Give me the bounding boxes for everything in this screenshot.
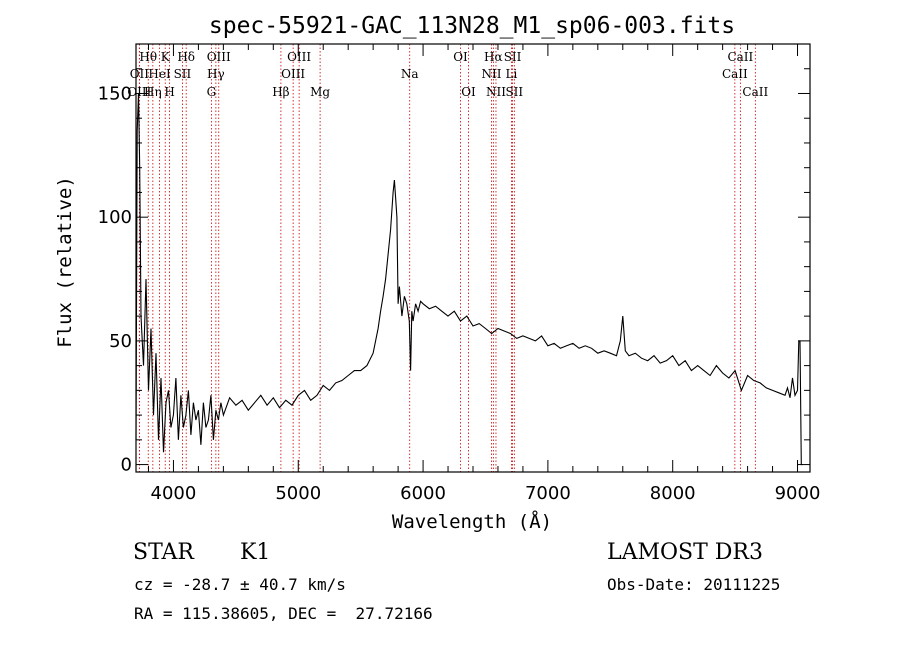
observation-date: Obs-Date: 20111225 (607, 575, 781, 594)
x-tick-labels: 4000 5000 6000 7000 8000 9000 (151, 483, 821, 504)
spectral-line-label: Li (506, 67, 518, 81)
spectral-line-label: CaII (742, 85, 768, 99)
spectral-line-label: CaII (722, 67, 748, 81)
x-tick-label: 4000 (151, 483, 197, 504)
chart-title: spec-55921-GAC_113N28_M1_sp06-003.fits (209, 13, 735, 39)
spectral-line-label: Hα (484, 50, 503, 64)
x-axis-label: Wavelength (Å) (392, 510, 552, 533)
spectral-line-label: G (207, 85, 217, 99)
spectral-line-label: OIII (207, 50, 231, 64)
spectral-line-label: NII (481, 67, 501, 81)
spectral-line-label: OI (461, 85, 476, 99)
x-tick-label: 5000 (275, 483, 321, 504)
y-tick-label: 100 (98, 207, 132, 228)
spectral-line-label: OI (453, 50, 468, 64)
coordinates-readout: RA = 115.38605, DEC = 27.72166 (134, 604, 433, 623)
survey-name: LAMOST DR3 (607, 540, 763, 565)
y-tick-label: 0 (121, 455, 132, 476)
spectral-line-label: Mg (310, 85, 330, 99)
spectral-line-label: CaII (727, 50, 753, 64)
spectral-line-label: NII (486, 85, 506, 99)
spectral-line-label: Hβ (272, 85, 289, 99)
object-class: STAR (133, 540, 194, 565)
spectral-line-label: HeI (148, 67, 171, 81)
spectral-line-label: SII (505, 85, 523, 99)
x-tick-label: 8000 (650, 483, 696, 504)
spectral-line-label: OIII (127, 85, 151, 99)
spectral-line-label: Hη (144, 85, 162, 99)
y-tick-labels: 0 50 100 150 (98, 83, 132, 475)
spectral-line-markers (138, 44, 756, 472)
spectral-line-label: OII (130, 67, 150, 81)
y-tick-label: 50 (109, 331, 132, 352)
axis-ticks (136, 44, 810, 472)
x-tick-label: 6000 (400, 483, 446, 504)
redshift-readout: cz = -28.7 ± 40.7 km/s (134, 575, 346, 594)
spectral-line-label: Hδ (177, 50, 195, 64)
x-tick-label: 7000 (525, 483, 571, 504)
spectral-line-label: K (161, 50, 171, 64)
spectral-line-label: SII (504, 50, 522, 64)
spectral-line-label: Hγ (207, 67, 225, 81)
x-tick-label: 9000 (775, 483, 821, 504)
y-axis-label: Flux (relative) (54, 176, 76, 348)
spectral-line-label: H (164, 85, 174, 99)
spectral-line-label: OIII (281, 67, 305, 81)
spectral-line-label: SII (174, 67, 192, 81)
spectral-line-label: OIII (287, 50, 311, 64)
spectrum-line (135, 93, 803, 466)
spectral-line-label: Hθ (139, 50, 157, 64)
plot-frame (135, 43, 811, 473)
y-tick-label: 150 (98, 83, 132, 104)
object-subclass: K1 (240, 540, 271, 565)
spectral-line-label: Na (401, 67, 419, 81)
